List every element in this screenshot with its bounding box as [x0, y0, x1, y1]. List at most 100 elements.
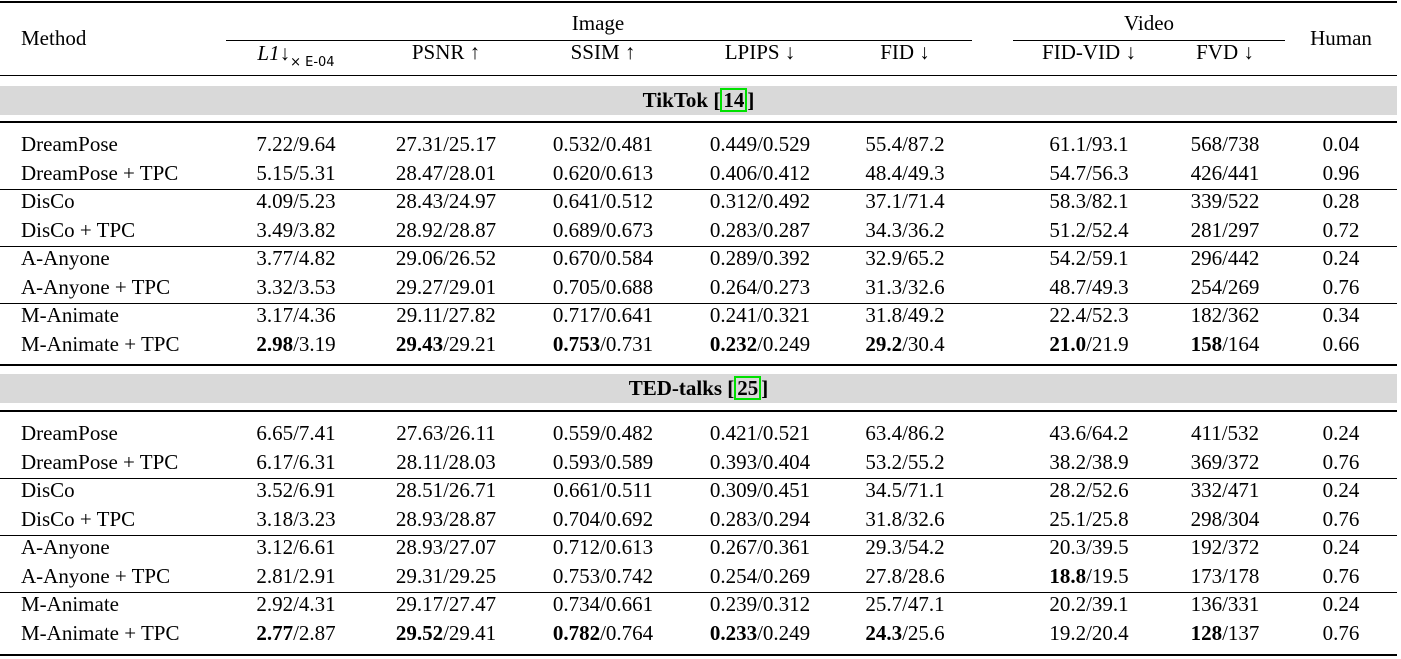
value: 0.532/0.481	[552, 132, 654, 156]
fvd-cell: 369/372	[1191, 450, 1260, 474]
value: 0.72	[1322, 217, 1360, 242]
fid-cell: 29.2/30.4	[865, 332, 944, 356]
value: 51.2/52.4	[1049, 217, 1129, 242]
section-title-ted: TED-talks [25]	[628, 376, 769, 400]
l1-cell: 3.32/3.53	[256, 275, 335, 299]
citation-link[interactable]: 25	[734, 376, 762, 400]
fid-cell: 32.9/65.2	[865, 246, 944, 270]
ssim-cell: 0.717/0.641	[553, 303, 653, 327]
group-rule	[0, 188, 1397, 190]
human-cell: 0.28	[1323, 189, 1360, 213]
fvd-cell: 128/137	[1191, 621, 1260, 645]
ssim-cell: 0.753/0.731	[553, 332, 653, 356]
lpips-cell: 0.239/0.312	[710, 592, 810, 616]
value: /164	[1222, 331, 1260, 356]
value: 29.31/29.25	[395, 563, 497, 588]
group-rule	[0, 302, 1397, 304]
value: /2.87	[293, 620, 336, 645]
value: 0.24	[1322, 421, 1360, 445]
best-value: 24.3	[865, 620, 903, 645]
fid-vid-cell: 20.2/39.1	[1049, 592, 1128, 616]
fid-vid-header: FID-VID ↓	[1042, 40, 1136, 64]
value: 0.24	[1322, 478, 1360, 502]
l1-cell: 3.18/3.23	[256, 507, 335, 531]
value: 0.312/0.492	[709, 189, 811, 213]
fid-cell: 25.7/47.1	[865, 592, 944, 616]
lpips-header: LPIPS ↓	[724, 40, 796, 64]
psnr-cell: 29.43/29.21	[396, 332, 496, 356]
value: 0.689/0.673	[552, 217, 654, 242]
fvd-cell: 332/471	[1191, 478, 1260, 502]
value: 182/362	[1190, 303, 1260, 327]
l1-label: L1↓	[257, 41, 291, 65]
fid-cell: 55.4/87.2	[865, 132, 944, 156]
value: /21.9	[1086, 331, 1129, 356]
l1-cell: 4.09/5.23	[256, 189, 335, 213]
value: 0.28	[1322, 189, 1360, 213]
fid-vid-cell: 38.2/38.9	[1049, 450, 1128, 474]
value: 0.96	[1322, 160, 1360, 185]
human-header: Human	[1310, 26, 1372, 50]
value: 296/442	[1190, 246, 1260, 270]
value: 31.8/32.6	[865, 506, 945, 531]
human-cell: 0.24	[1323, 246, 1360, 270]
ssim-cell: 0.661/0.511	[553, 478, 653, 502]
image-group-header: Image	[571, 11, 625, 35]
section-rule	[0, 121, 1397, 123]
psnr-cell: 28.92/28.87	[396, 218, 496, 242]
ssim-cell: 0.753/0.742	[553, 564, 653, 588]
value: 29.27/29.01	[395, 274, 497, 299]
value: 0.393/0.404	[709, 449, 811, 474]
method-cell: DreamPose	[21, 421, 118, 445]
psnr-cell: 28.43/24.97	[396, 189, 496, 213]
human-cell: 0.76	[1323, 450, 1360, 474]
value: 0.24	[1322, 535, 1360, 559]
value: /0.249	[757, 620, 811, 645]
fvd-cell: 254/269	[1191, 275, 1260, 299]
fid-vid-cell: 51.2/52.4	[1049, 218, 1128, 242]
value: 332/471	[1190, 478, 1260, 502]
value: /30.4	[902, 331, 945, 356]
lpips-cell: 0.393/0.404	[710, 450, 810, 474]
section-rule	[0, 364, 1397, 366]
lpips-cell: 0.309/0.451	[710, 478, 810, 502]
value: 38.2/38.9	[1049, 449, 1129, 474]
method-cell: DisCo	[21, 478, 75, 502]
value: /0.249	[757, 331, 811, 356]
fvd-cell: 339/522	[1191, 189, 1260, 213]
fvd-cell: 296/442	[1191, 246, 1260, 270]
value: 0.712/0.613	[552, 535, 654, 559]
ssim-cell: 0.734/0.661	[553, 592, 653, 616]
fvd-cell: 182/362	[1191, 303, 1260, 327]
value: 369/372	[1190, 449, 1260, 474]
value: 0.267/0.361	[709, 535, 811, 559]
best-value: 0.753	[552, 331, 601, 356]
best-value: 2.98	[256, 331, 294, 356]
value: 0.76	[1322, 506, 1360, 531]
citation-link[interactable]: 14	[720, 88, 748, 112]
value: 3.52/6.91	[256, 478, 336, 502]
value: 54.7/56.3	[1049, 160, 1129, 185]
value: 34.3/36.2	[865, 217, 945, 242]
lpips-cell: 0.421/0.521	[710, 421, 810, 445]
video-group-rule	[1013, 40, 1285, 41]
value: 0.283/0.287	[709, 217, 811, 242]
group-rule	[0, 591, 1397, 593]
value: 0.641/0.512	[552, 189, 654, 213]
value: 0.264/0.273	[709, 274, 811, 299]
value: 0.620/0.613	[552, 160, 654, 185]
psnr-cell: 29.52/29.41	[396, 621, 496, 645]
lpips-cell: 0.254/0.269	[710, 564, 810, 588]
method-cell: A-Anyone	[21, 535, 110, 559]
value: 2.81/2.91	[256, 563, 336, 588]
value: 6.17/6.31	[256, 449, 336, 474]
value: 6.65/7.41	[256, 421, 336, 445]
fid-cell: 34.3/36.2	[865, 218, 944, 242]
value: 28.47/28.01	[395, 160, 497, 185]
human-cell: 0.24	[1323, 592, 1360, 616]
value: 55.4/87.2	[865, 132, 945, 156]
l1-cell: 3.77/4.82	[256, 246, 335, 270]
fvd-cell: 411/532	[1191, 421, 1259, 445]
fid-vid-cell: 22.4/52.3	[1049, 303, 1128, 327]
lpips-cell: 0.312/0.492	[710, 189, 810, 213]
